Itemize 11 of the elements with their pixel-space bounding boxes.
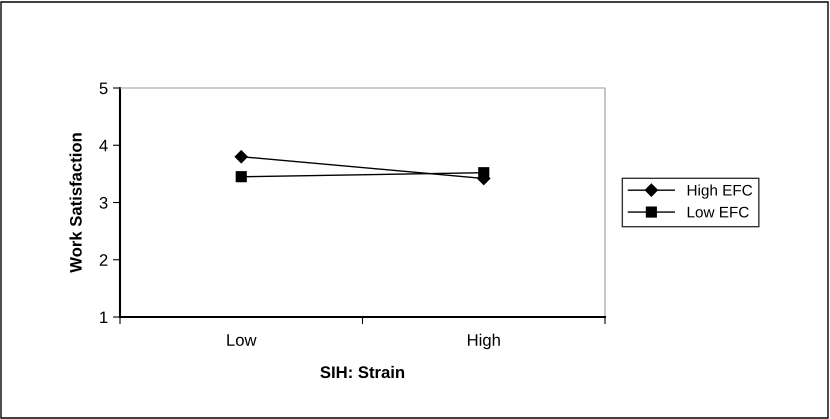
y-tick-label: 2 (100, 254, 108, 266)
legend-label: High EFC (688, 184, 752, 199)
y-tick-label: 3 (100, 196, 108, 209)
x-axis-title: SIH: Strain (320, 366, 404, 378)
y-tick-label: 4 (99, 140, 108, 152)
legend-label: Low EFC (688, 206, 749, 218)
x-tick-label: Low (227, 334, 257, 346)
y-axis-title: Work Satisfaction (70, 133, 82, 273)
y-tick-label: 1 (100, 312, 108, 324)
x-tick-label: High (468, 334, 500, 350)
y-tick-label: 5 (100, 82, 108, 94)
